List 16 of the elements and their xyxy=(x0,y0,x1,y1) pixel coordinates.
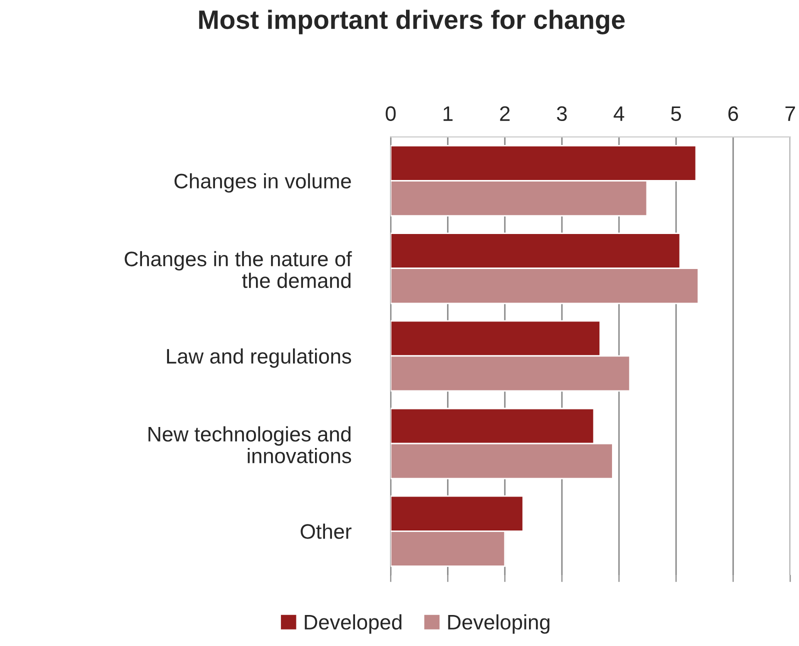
x-tick-label: 1 xyxy=(444,106,453,121)
x-tick-label: 0 xyxy=(386,106,396,122)
y-tick-label: New technologies and innovations xyxy=(148,426,352,464)
y-tick-label: Other xyxy=(300,524,352,539)
legend-label: Developed xyxy=(304,614,402,634)
legend-label: Developing xyxy=(448,614,550,634)
x-tick-label: 3 xyxy=(556,106,567,122)
y-tick-label: Changes in volume xyxy=(174,173,351,193)
chart-title: Most important drivers for change xyxy=(199,10,625,34)
x-tick-label: 2 xyxy=(500,106,510,121)
x-tick-label: 6 xyxy=(728,106,738,122)
y-tick-label: Changes in the nature of the demand xyxy=(124,251,352,288)
y-tick-label: Law and regulations xyxy=(167,348,352,368)
x-tick-label: 4 xyxy=(614,106,624,121)
x-tick-label: 5 xyxy=(671,106,681,122)
x-tick-label: 7 xyxy=(785,106,795,121)
